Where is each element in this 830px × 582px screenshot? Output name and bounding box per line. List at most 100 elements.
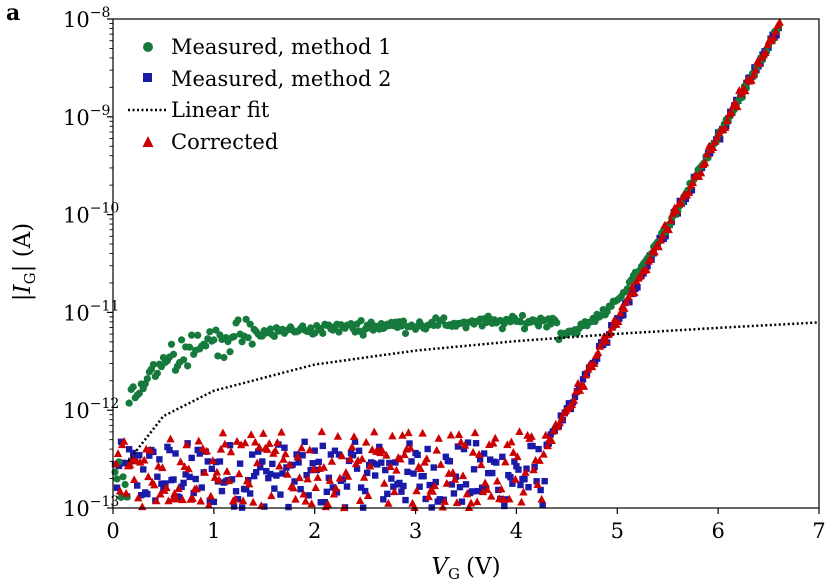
corrected-point [246, 430, 256, 439]
method-1-point [186, 343, 194, 351]
method-2-point [176, 494, 183, 501]
corrected-point [503, 440, 512, 449]
series-corrected [111, 17, 784, 512]
method-2-point [523, 465, 530, 472]
method-1-point [401, 329, 410, 338]
corrected-point [747, 75, 756, 84]
corrected-point [529, 465, 538, 474]
method-2-point [198, 484, 205, 491]
method-2-point [319, 442, 326, 450]
corrected-point [361, 437, 371, 446]
corrected-point [712, 132, 722, 141]
method-2-point [208, 465, 216, 473]
method-2-point [446, 458, 454, 465]
corrected-point [688, 178, 698, 187]
corrected-point [204, 500, 214, 509]
corrected-point [462, 489, 472, 498]
method-1-point [244, 334, 252, 342]
method-2-point [121, 460, 129, 467]
corrected-point [240, 438, 250, 447]
method-2-point [321, 498, 328, 506]
method-2-point [398, 488, 405, 495]
method-2-point [263, 467, 270, 475]
method-2-point [386, 459, 393, 467]
method-2-point [192, 475, 199, 483]
corrected-point [244, 479, 254, 488]
corrected-point [630, 288, 639, 297]
method-2-point [335, 451, 343, 458]
corrected-point [222, 466, 232, 475]
x-tick-label: 1 [207, 519, 220, 543]
corrected-point [658, 231, 667, 239]
corrected-point [505, 494, 514, 503]
corrected-point [438, 502, 448, 511]
corrected-point [601, 336, 611, 345]
corrected-point [224, 476, 234, 485]
x-tick-label: 0 [106, 519, 119, 543]
corrected-point [555, 418, 564, 427]
legend-label-linear-fit: Linear fit [171, 98, 270, 122]
method-2-point [333, 489, 341, 496]
corrected-point [182, 440, 191, 449]
x-tick-label: 2 [308, 519, 321, 543]
method-2-point [454, 443, 462, 450]
corrected-point [192, 484, 201, 493]
corrected-point [380, 479, 389, 487]
y-tick-label: 10−10 [63, 201, 119, 228]
method-2-point [246, 490, 254, 497]
axes-frame [112, 18, 820, 509]
method-1-point [359, 331, 367, 339]
corrected-point [569, 395, 579, 404]
method-2-point [144, 490, 151, 498]
corrected-point [537, 494, 546, 503]
corrected-point [230, 494, 240, 503]
corrected-point [188, 494, 197, 502]
method-2-point [242, 486, 250, 493]
corrected-point [289, 483, 298, 492]
method-2-point [480, 450, 488, 457]
corrected-point [176, 457, 185, 466]
corrected-point [404, 428, 413, 437]
corrected-point [470, 428, 480, 437]
corrected-point [345, 454, 355, 463]
method-2-point [529, 442, 536, 450]
corrected-point [646, 254, 655, 263]
corrected-point [119, 436, 129, 445]
corrected-point [775, 17, 784, 26]
corrected-point [236, 440, 246, 449]
corrected-point [378, 446, 387, 454]
corrected-point [164, 496, 173, 505]
method-2-point [372, 472, 379, 479]
corrected-point [125, 460, 135, 469]
y-tick-label: 10−13 [63, 494, 119, 521]
corrected-point [733, 102, 742, 111]
method-2-point [374, 461, 381, 468]
method-1-point [135, 389, 143, 397]
y-tick-label: 10−8 [63, 5, 110, 32]
corrected-point [454, 430, 464, 438]
corrected-point [325, 476, 335, 484]
corrected-point [614, 317, 623, 326]
method-2-point [408, 458, 415, 465]
corrected-point [140, 455, 149, 464]
corrected-point [628, 282, 637, 291]
x-tick-label: 5 [611, 519, 624, 543]
method-2-point [448, 481, 456, 488]
method-2-point [303, 472, 310, 479]
corrected-point [581, 370, 591, 379]
method-2-point [458, 498, 466, 505]
legend-marker-corrected [142, 136, 154, 147]
corrected-point [493, 476, 502, 485]
method-2-point [378, 459, 385, 466]
method-2-point [533, 478, 540, 485]
method-2-point [216, 458, 224, 465]
method-2-point [113, 484, 121, 491]
corrected-point [216, 444, 226, 453]
corrected-point [337, 451, 347, 460]
method-2-point [248, 451, 256, 458]
method-2-point [382, 466, 389, 474]
legend-label-method-2: Measured, method 2 [171, 67, 391, 91]
method-1-point [246, 320, 254, 328]
corrected-point [595, 341, 605, 350]
method-2-point [251, 472, 258, 480]
